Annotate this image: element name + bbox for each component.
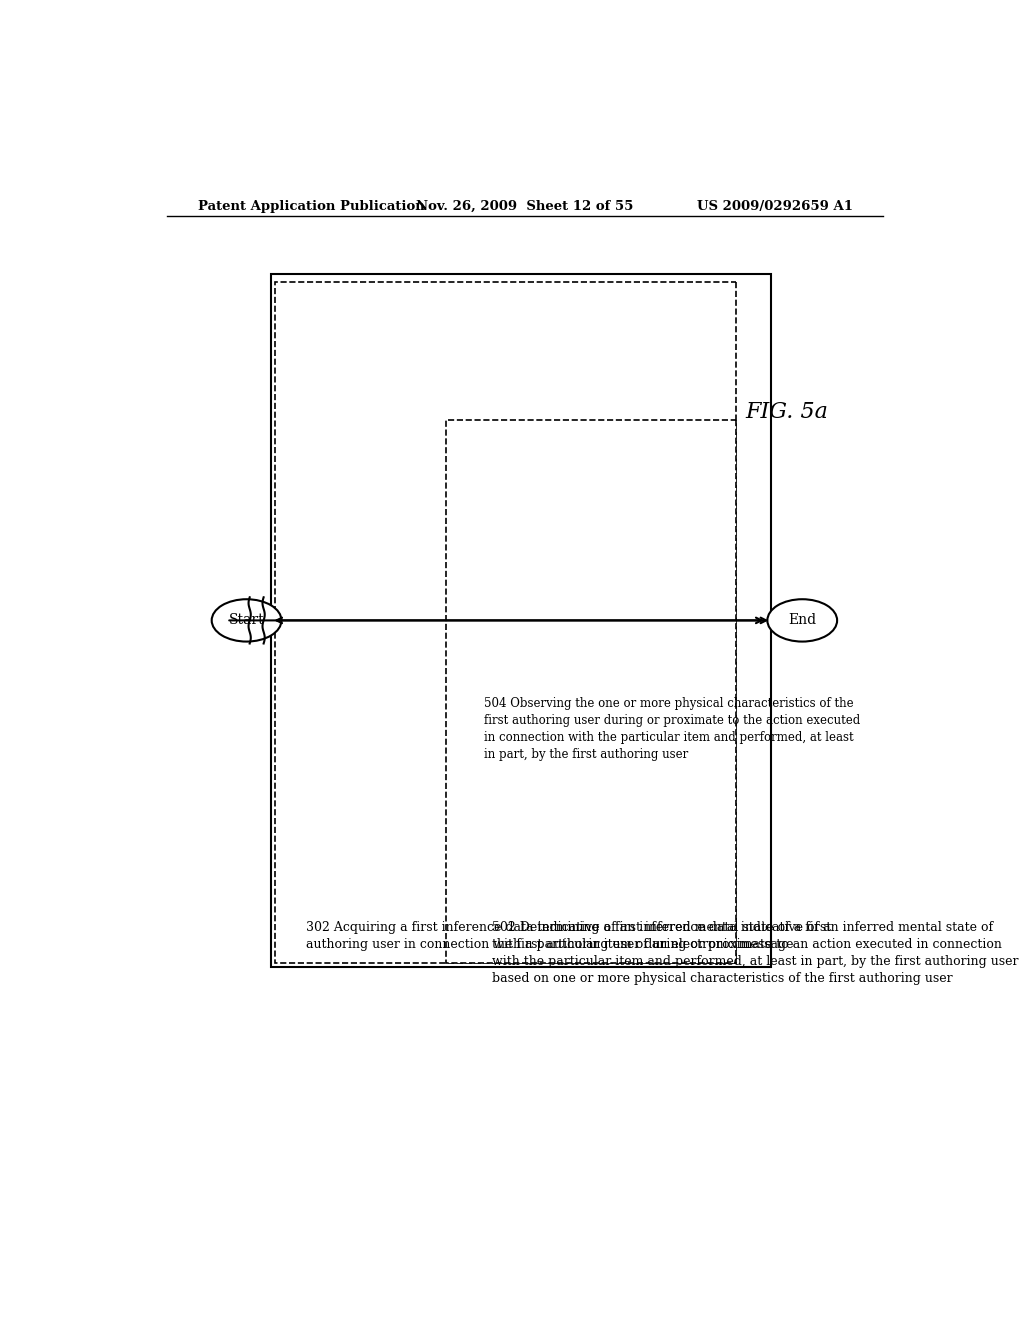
Text: End: End xyxy=(788,614,816,627)
Text: 502 Determining a first inference data indicative of an inferred mental state of: 502 Determining a first inference data i… xyxy=(493,921,1019,985)
Text: Nov. 26, 2009  Sheet 12 of 55: Nov. 26, 2009 Sheet 12 of 55 xyxy=(416,199,634,213)
Text: US 2009/0292659 A1: US 2009/0292659 A1 xyxy=(696,199,853,213)
Bar xyxy=(445,420,736,964)
Text: 302 Acquiring a first inference data indicative of an inferred mental state of a: 302 Acquiring a first inference data ind… xyxy=(306,921,831,950)
Bar xyxy=(271,275,771,966)
Bar xyxy=(275,281,736,964)
Ellipse shape xyxy=(212,599,282,642)
Text: 504 Observing the one or more physical characteristics of the
first authoring us: 504 Observing the one or more physical c… xyxy=(484,697,861,762)
Ellipse shape xyxy=(767,599,838,642)
Text: Start: Start xyxy=(228,614,264,627)
Text: Patent Application Publication: Patent Application Publication xyxy=(198,199,425,213)
Text: FIG. 5a: FIG. 5a xyxy=(745,401,828,424)
